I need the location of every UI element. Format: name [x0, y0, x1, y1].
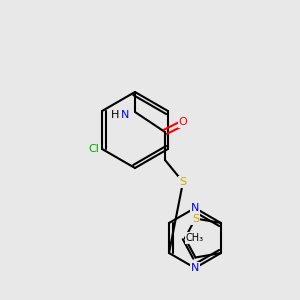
Text: Cl: Cl: [89, 144, 100, 154]
Text: H: H: [111, 110, 119, 120]
Text: N: N: [191, 263, 199, 273]
Text: N: N: [191, 203, 199, 213]
Text: S: S: [179, 177, 187, 187]
Text: CH₃: CH₃: [186, 233, 204, 243]
Text: N: N: [121, 110, 129, 120]
Text: S: S: [192, 214, 199, 224]
Text: O: O: [178, 117, 188, 127]
